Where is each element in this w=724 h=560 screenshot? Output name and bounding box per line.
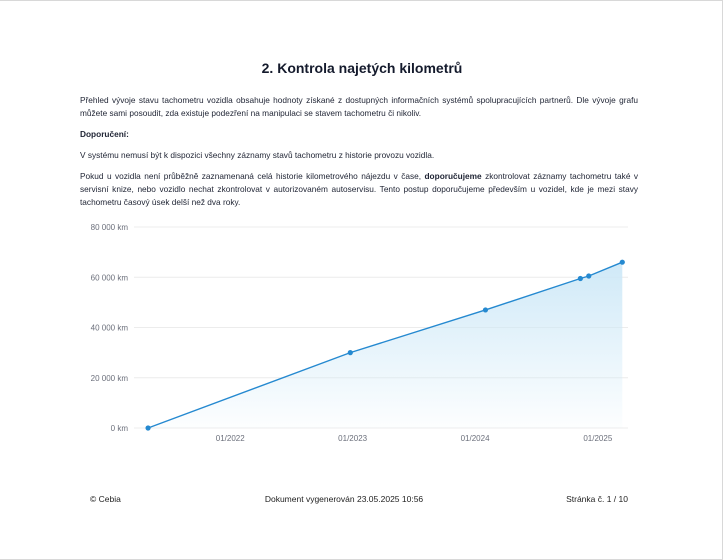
odometer-chart: 0 km 20 000 km 40 000 km 60 000 km 80 000 km…	[91, 223, 628, 443]
mileage-data-point	[347, 350, 353, 356]
mileage-area	[148, 262, 623, 428]
recommendation-text-end: zkontrolovat záznamy tachometru také v s…	[80, 171, 639, 207]
mileage-data-point	[145, 425, 151, 431]
y-tick-label: 60 000 km	[91, 273, 129, 282]
footer-page-number: Stránka č. 1 / 10	[566, 494, 628, 504]
x-tick-label: 01/2025	[583, 434, 612, 443]
x-tick-label: 01/2023	[338, 434, 367, 443]
records-note-paragraph: V systému nemusí být k dispozici všechny…	[80, 150, 435, 160]
mileage-data-point	[619, 259, 625, 265]
y-tick-label: 80 000 km	[91, 223, 129, 232]
y-tick-label: 0 km	[111, 424, 129, 433]
recommendation-text-start: Pokud u vozidla není průběžně zaznamenan…	[80, 171, 425, 181]
x-tick-label: 01/2022	[216, 434, 245, 443]
mileage-data-point	[577, 275, 583, 282]
recommendation-paragraph: Pokud u vozidla není průběžně zaznamenan…	[80, 170, 638, 209]
intro-paragraph: Přehled vývoje stavu tachometru vozidla …	[80, 95, 638, 118]
mileage-line	[147, 261, 623, 429]
mileage-data-point	[586, 273, 592, 279]
mileage-data-point	[482, 307, 489, 313]
recommendation-heading: Doporučení:	[80, 129, 129, 139]
footer-copyright: © Cebia	[90, 494, 121, 504]
x-tick-label: 01/2024	[461, 434, 490, 443]
y-tick-label: 20 000 km	[91, 374, 129, 383]
y-tick-label: 40 000 km	[91, 324, 129, 333]
section-title: 2. Kontrola najetých kilometrů	[261, 60, 463, 76]
recommendation-emphasis: doporučujeme	[424, 171, 482, 181]
footer-generated-date: Dokument vygenerován 23.05.2025 10:56	[264, 494, 424, 504]
